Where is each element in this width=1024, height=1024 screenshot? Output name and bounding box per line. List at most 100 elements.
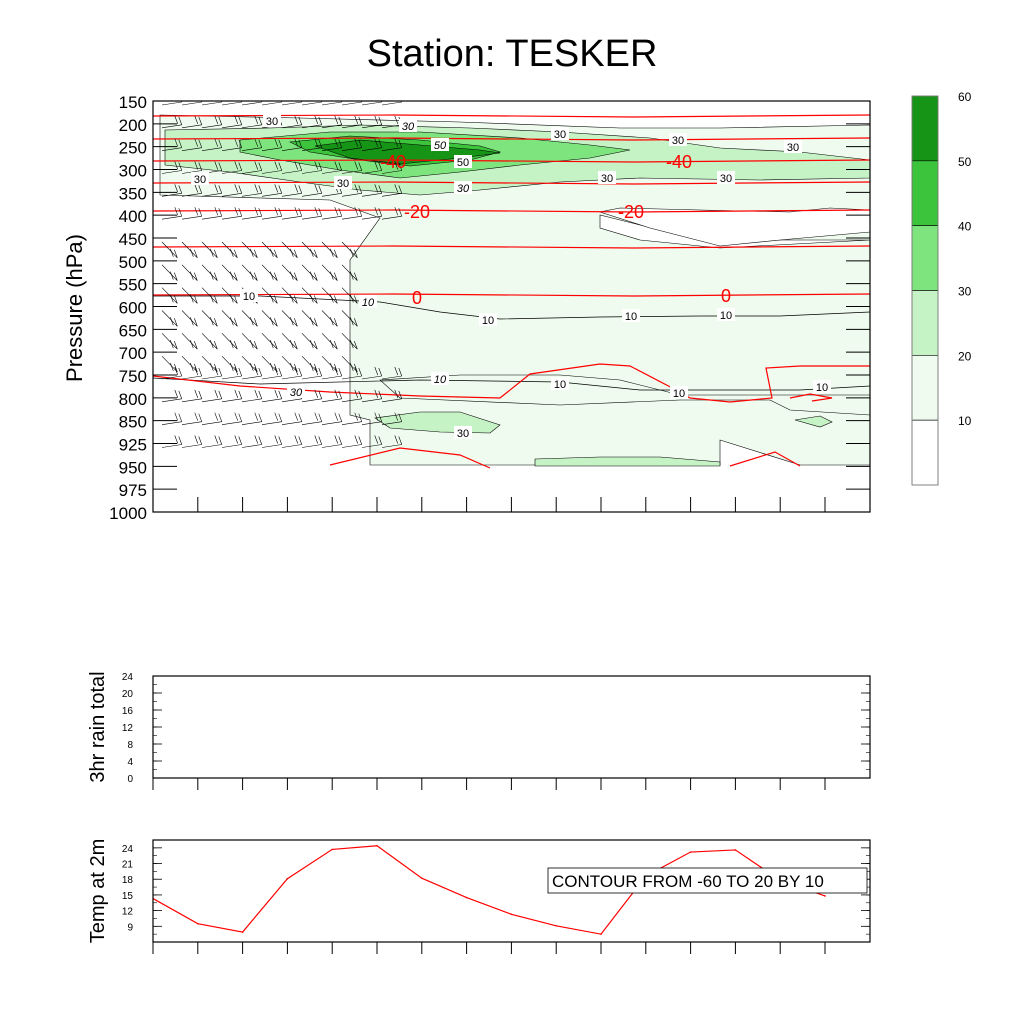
wind-barb-shaft (341, 241, 358, 258)
wind-barb-feather (398, 390, 403, 399)
speed-contour-label: 30 (672, 135, 684, 147)
wind-barb-feather (294, 115, 299, 124)
wind-barb-feather (374, 366, 379, 376)
wind-barb-feather (198, 367, 203, 377)
wind-barb-feather (314, 115, 319, 124)
wind-barbs (161, 101, 403, 448)
speed-contour-label: 30 (337, 178, 349, 190)
wind-barb-feather (254, 318, 258, 327)
wind-barb-feather (234, 435, 239, 444)
wind-barb-feather (338, 367, 343, 377)
wind-barb-feather (394, 138, 399, 147)
temperature-point (421, 877, 423, 879)
wind-barb-feather (238, 367, 243, 377)
wind-barb-shaft (221, 170, 242, 174)
wind-barb-feather (234, 161, 239, 170)
wind-barb-feather (334, 341, 338, 350)
wind-barb-feather (274, 184, 279, 193)
temperature-contour-line (153, 293, 870, 297)
wind-barb-feather (198, 436, 203, 445)
wind-barb-feather (330, 340, 334, 349)
speed-contour-label: 30 (457, 183, 470, 195)
wind-barb-feather (274, 412, 279, 421)
wind-barb-feather (230, 248, 234, 257)
wind-barb-feather (258, 208, 263, 217)
wind-barb-feather (298, 436, 303, 445)
wind-barb-shaft (241, 264, 258, 281)
wind-barb-feather (298, 413, 303, 422)
wind-barb-feather (338, 413, 343, 422)
wind-barb-feather (214, 115, 219, 124)
wind-barb-feather (314, 138, 319, 147)
wind-barb-feather (237, 101, 238, 102)
wind-barb-shaft (281, 193, 302, 197)
colorbar-label: 50 (958, 155, 972, 169)
temperature-point (734, 849, 737, 851)
wind-barb-feather (298, 139, 303, 148)
wind-barb-shaft (301, 147, 322, 151)
wind-barb-shaft (181, 147, 202, 151)
wind-barb-feather (334, 249, 338, 258)
wind-barb-feather (350, 294, 354, 303)
wind-barb-feather (350, 248, 354, 257)
wind-barb-shaft (241, 170, 262, 174)
wind-barb-feather (198, 208, 203, 217)
wind-barb-feather (354, 389, 359, 398)
wind-barb-feather (174, 184, 179, 193)
rain-tick-label: 12 (122, 723, 134, 734)
speed-label-bg (479, 313, 497, 326)
wind-barb-feather (238, 208, 243, 217)
wind-barb-shaft (201, 355, 218, 373)
wind-barb-feather (194, 435, 199, 444)
wind-barb-feather (338, 162, 343, 171)
rain-panel: 0 4 8 12 16 20 24 3hr rain total (87, 671, 871, 790)
wind-barb-feather (310, 317, 314, 326)
wind-barb-feather (214, 435, 219, 444)
wind-barb-feather (174, 318, 178, 327)
temperature-contour-line (153, 209, 870, 213)
wind-barb-feather (190, 271, 194, 280)
wind-barb-shaft (181, 355, 198, 373)
wind-barb-feather (294, 272, 298, 281)
temp-tick-label: 12 (122, 907, 134, 918)
wind-barb-feather (294, 341, 298, 350)
speed-filled-contours (159, 114, 870, 467)
speed-contour-10-mid (153, 295, 870, 320)
speed-label-bg (287, 385, 305, 398)
wind-barb-feather (378, 139, 383, 148)
wind-barb-feather (194, 341, 198, 350)
wind-barb-feather (234, 318, 238, 327)
wind-barb-feather (317, 101, 318, 102)
wind-barb-shaft (261, 287, 278, 304)
speed-label-bg (670, 386, 688, 399)
wind-barb-feather (318, 436, 323, 445)
wind-barb-shaft (301, 310, 318, 327)
wind-barb-feather (194, 389, 199, 398)
wind-barb-feather (338, 436, 343, 445)
temperature-contour-labels: -40 -40 -20 -20 0 0 (380, 152, 731, 308)
wind-barb-feather (218, 436, 223, 445)
wind-barb-feather (217, 101, 218, 102)
speed-contour-label: 30 (787, 142, 799, 154)
wind-barb-shaft (161, 355, 178, 373)
wind-barb-feather (218, 139, 223, 148)
wind-barb-feather (174, 161, 179, 170)
wind-barb-feather (178, 116, 183, 125)
wind-barb-feather (374, 161, 379, 170)
temperature-contour-label: 0 (721, 286, 731, 306)
wind-barb-feather (377, 101, 378, 102)
speed-label-bg (551, 127, 569, 140)
speed-contour-label: 10 (362, 297, 375, 309)
wind-barb-feather (334, 295, 338, 304)
wind-barb-shaft (261, 170, 282, 174)
wind-barb-feather (254, 184, 259, 193)
wind-barb-shaft (261, 444, 282, 448)
speed-contour-label: 30 (402, 121, 415, 133)
wind-barb-shaft (341, 215, 362, 220)
wind-barb-feather (270, 294, 274, 303)
wind-barb-feather (274, 272, 278, 281)
speed-label-bg (240, 289, 258, 302)
wind-barb-feather (238, 185, 243, 194)
wind-barb-feather (234, 366, 239, 376)
speed-contour-lines (153, 295, 870, 391)
